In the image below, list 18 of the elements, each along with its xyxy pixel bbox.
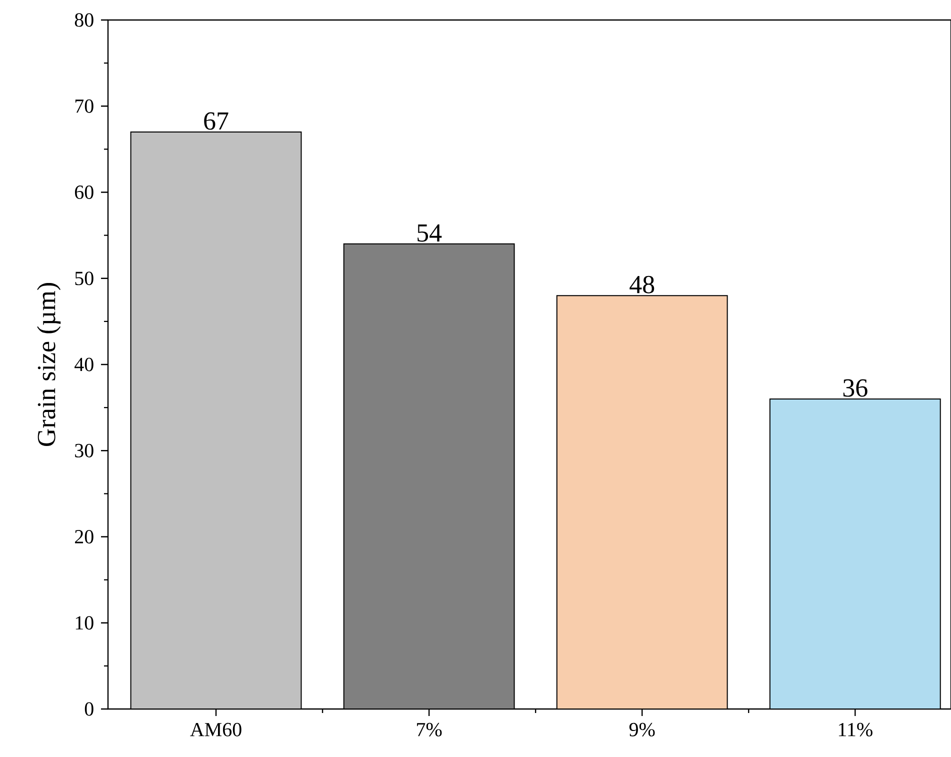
data-label: 36 [843,379,868,397]
y-tick-label: 20 [75,530,94,544]
x-tick-label: 9% [629,722,655,736]
data-label: 67 [204,112,228,130]
y-tick-label: 0 [84,702,94,716]
y-tick-label: 30 [75,444,94,458]
y-tick-label: 50 [75,272,94,286]
y-axis-title: Grain size (µm) [37,283,61,446]
data-label: 48 [630,276,654,294]
y-tick-label: 40 [74,358,94,372]
data-label: 54 [418,224,442,242]
x-tick-label: AM60 [190,722,242,736]
y-tick-label: 80 [74,13,94,27]
y-tick-label: 10 [76,616,94,630]
y-tick-label: 70 [75,99,94,113]
x-tick-label: 7% [417,722,442,736]
x-tick-label: 11% [838,722,872,736]
y-tick-label: 60 [74,186,94,200]
